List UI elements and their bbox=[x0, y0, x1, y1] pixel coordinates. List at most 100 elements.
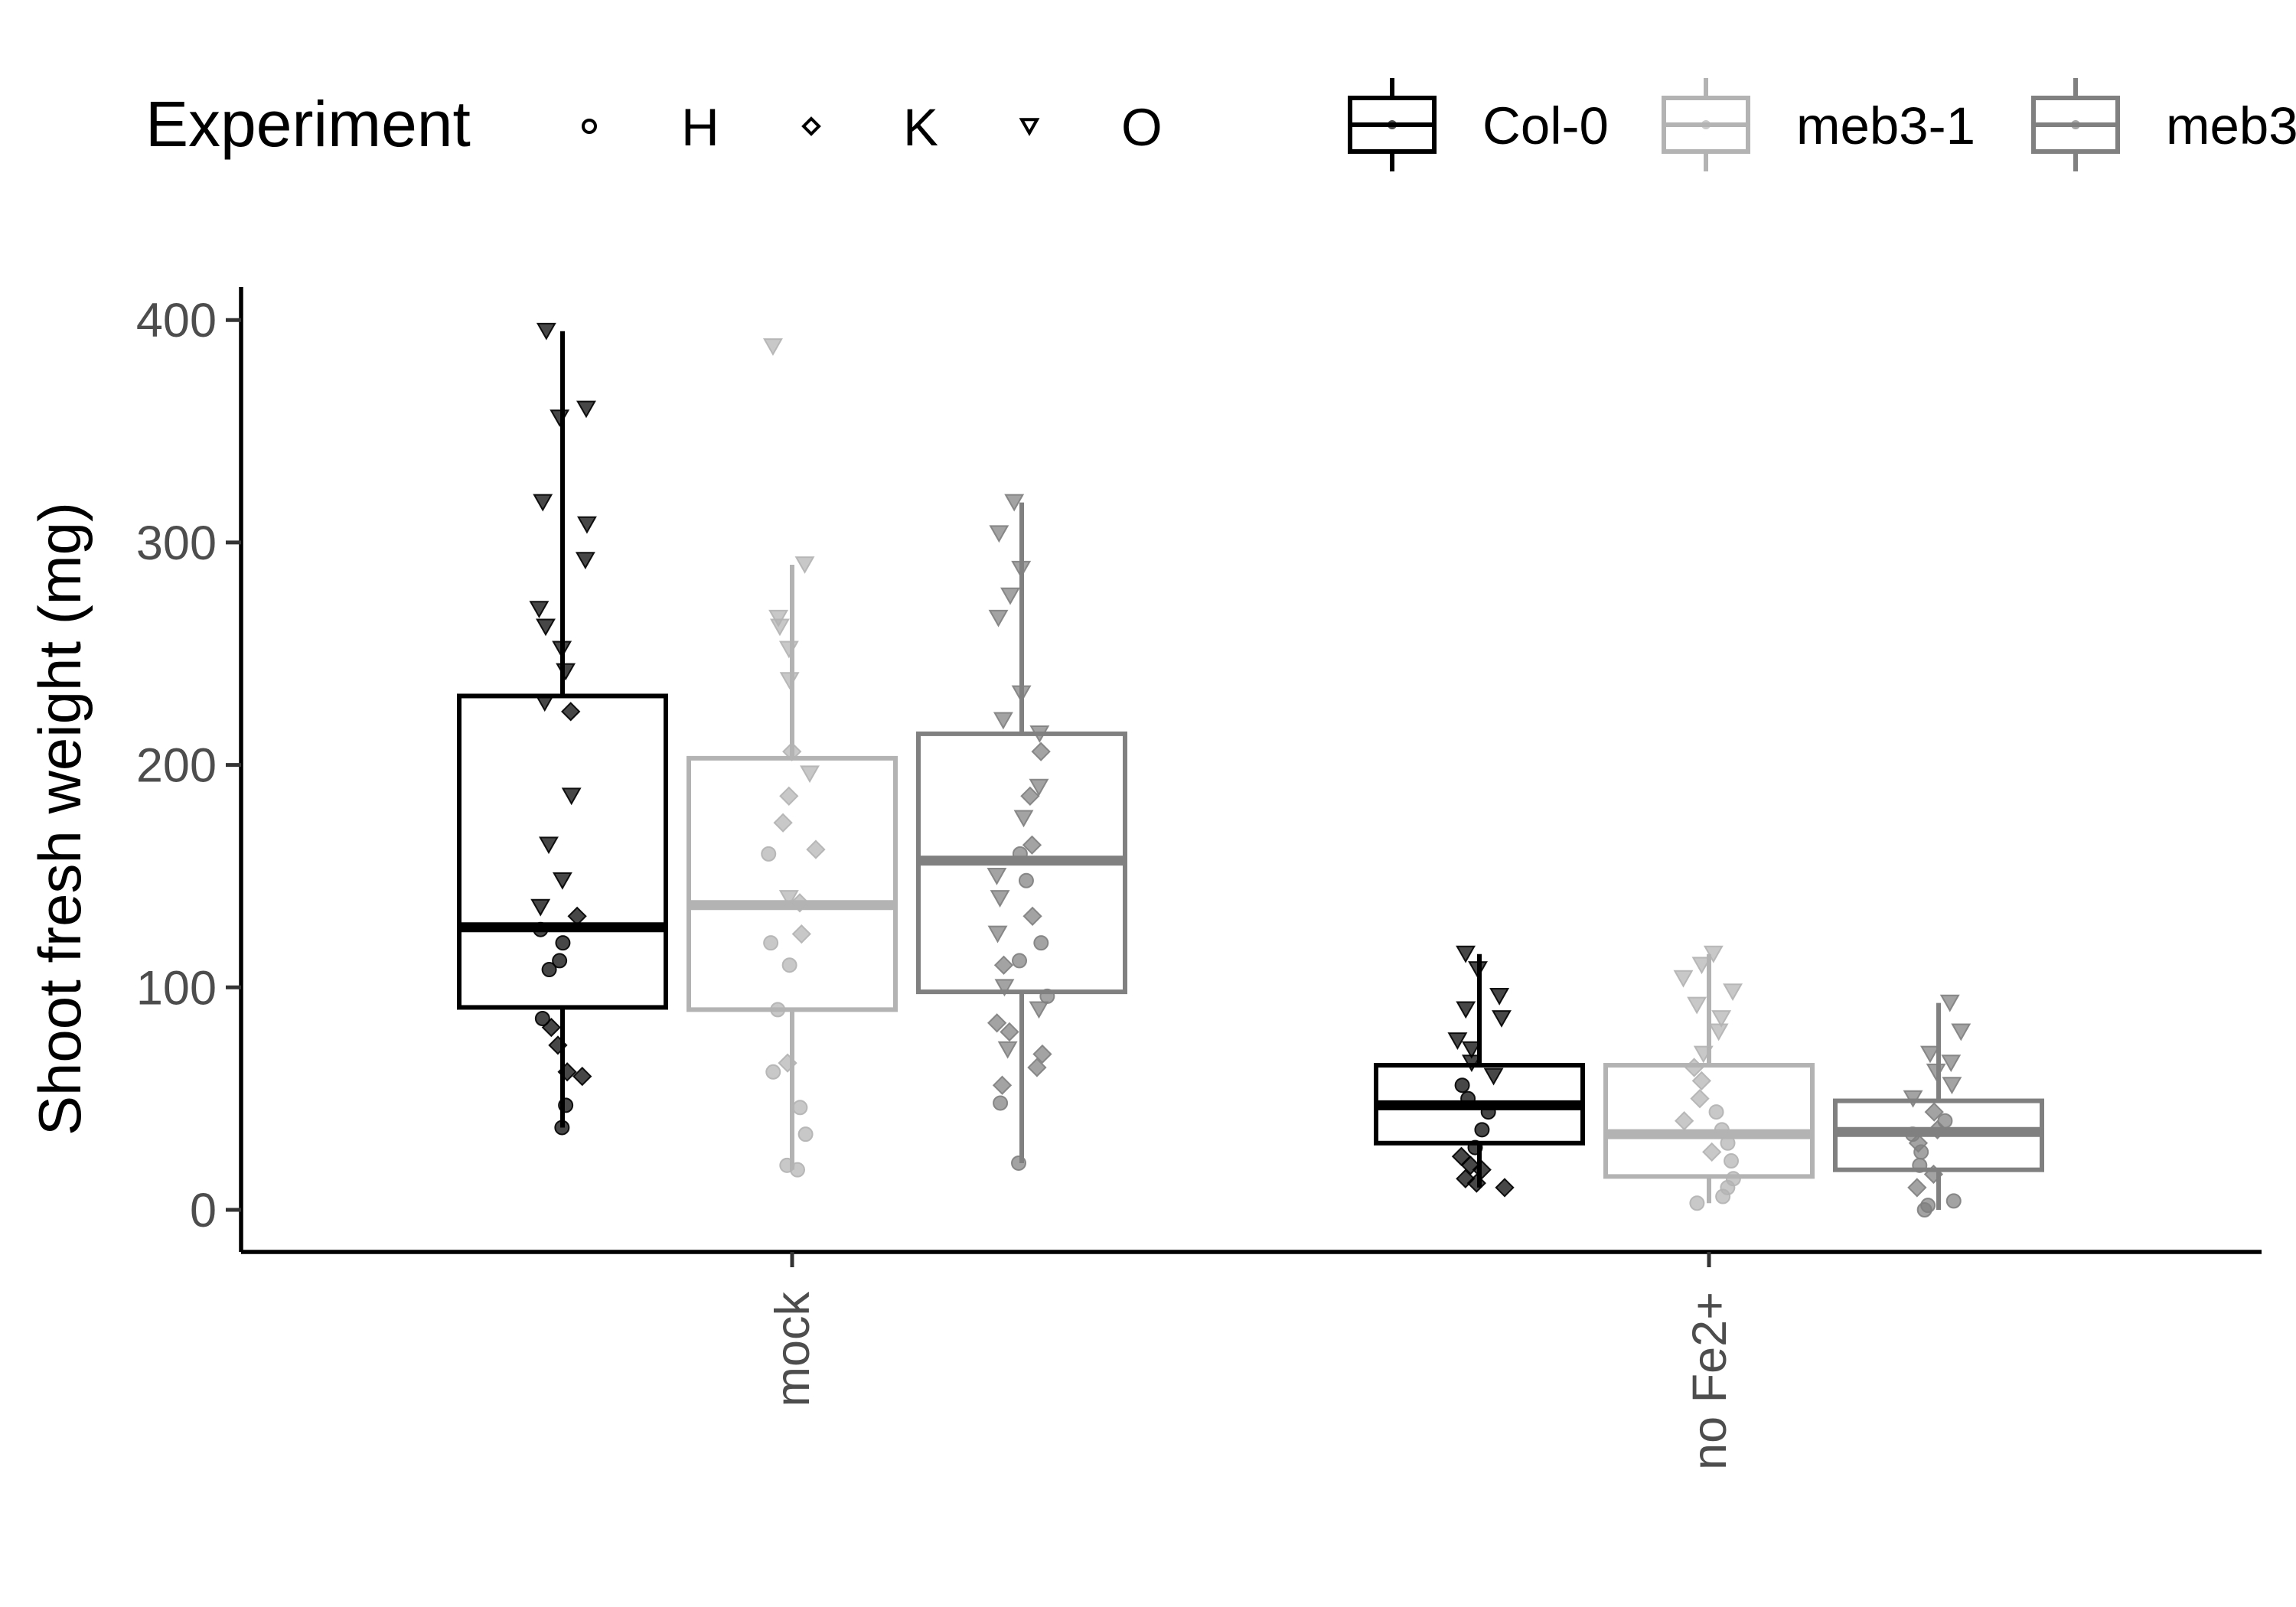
data-point bbox=[1723, 983, 1743, 1002]
data-point bbox=[552, 872, 572, 890]
data-point bbox=[779, 786, 799, 806]
data-point bbox=[765, 1064, 781, 1080]
data-point bbox=[1454, 1077, 1470, 1094]
data-point bbox=[1000, 1022, 1019, 1042]
data-point bbox=[1725, 1171, 1741, 1187]
data-point bbox=[552, 641, 572, 659]
legend-key-point bbox=[1701, 120, 1711, 129]
data-point bbox=[533, 494, 553, 512]
legend-key-circle bbox=[582, 119, 597, 134]
data-point bbox=[987, 1013, 1007, 1033]
data-point bbox=[555, 935, 571, 951]
data-point bbox=[768, 609, 789, 627]
data-point bbox=[806, 839, 826, 859]
data-point bbox=[779, 672, 800, 690]
points bbox=[529, 322, 1971, 1217]
data-point bbox=[1461, 1041, 1482, 1059]
boxes bbox=[457, 331, 2044, 1210]
data-point bbox=[1451, 1146, 1472, 1166]
data-point bbox=[1011, 560, 1032, 579]
data-point bbox=[1033, 935, 1049, 951]
data-point bbox=[1474, 1122, 1490, 1138]
data-point bbox=[1927, 1120, 1948, 1140]
data-point bbox=[541, 1017, 562, 1038]
data-point bbox=[988, 609, 1009, 627]
data-point bbox=[534, 694, 555, 712]
data-point bbox=[1689, 1195, 1705, 1211]
data-point bbox=[800, 765, 820, 784]
data-point bbox=[1012, 953, 1028, 969]
data-point bbox=[1029, 778, 1049, 797]
legend-label: meb3-1 bbox=[1796, 96, 1975, 155]
data-point bbox=[1908, 1133, 1929, 1153]
data-point bbox=[1495, 1178, 1515, 1198]
data-point bbox=[558, 1097, 574, 1113]
data-point bbox=[1029, 1001, 1049, 1019]
data-point bbox=[990, 890, 1010, 908]
data-point bbox=[567, 906, 587, 926]
data-point bbox=[550, 409, 570, 428]
data-point bbox=[1714, 1122, 1730, 1138]
data-point bbox=[533, 921, 549, 937]
data-point bbox=[561, 702, 581, 722]
data-point bbox=[1708, 1023, 1729, 1041]
data-point bbox=[1029, 725, 1050, 743]
data-point bbox=[1489, 988, 1510, 1006]
data-point bbox=[1674, 1111, 1694, 1131]
data-point bbox=[778, 890, 799, 908]
data-point bbox=[1456, 1001, 1476, 1019]
data-point bbox=[1920, 1198, 1936, 1214]
data-point bbox=[1031, 742, 1051, 761]
data-point bbox=[1456, 1169, 1476, 1188]
legend-key-box bbox=[1348, 78, 1437, 171]
data-point bbox=[1920, 1045, 1940, 1064]
data-point bbox=[1711, 1010, 1732, 1028]
data-point bbox=[1032, 1044, 1052, 1064]
data-point bbox=[1673, 970, 1694, 988]
data-point bbox=[1907, 1178, 1927, 1198]
data-point bbox=[992, 1075, 1013, 1095]
data-point bbox=[1941, 1054, 1962, 1073]
data-point bbox=[1460, 1090, 1476, 1107]
data-point bbox=[1011, 685, 1032, 703]
data-point bbox=[1690, 1088, 1710, 1109]
data-point bbox=[779, 1157, 795, 1173]
data-point bbox=[1703, 945, 1724, 963]
data-point bbox=[790, 893, 810, 913]
box-iqr bbox=[457, 693, 668, 1010]
data-point bbox=[1693, 1045, 1714, 1064]
x-tick-label: no Fe2+ bbox=[1683, 1292, 1737, 1470]
data-point bbox=[778, 1053, 797, 1073]
data-point bbox=[773, 813, 793, 833]
data-point bbox=[552, 953, 568, 969]
data-point bbox=[1000, 587, 1020, 605]
data-point bbox=[1492, 1010, 1512, 1028]
data-point bbox=[1013, 810, 1034, 828]
data-point bbox=[1702, 1142, 1722, 1162]
box bbox=[457, 331, 668, 1128]
legend-label: K bbox=[903, 98, 938, 157]
data-point bbox=[529, 601, 550, 619]
data-point bbox=[989, 525, 1009, 543]
data-point bbox=[763, 935, 779, 951]
y-tick-label: 300 bbox=[136, 517, 217, 570]
data-point bbox=[1447, 1032, 1468, 1050]
data-point bbox=[1684, 1058, 1704, 1077]
box bbox=[687, 564, 898, 1170]
data-point bbox=[539, 836, 559, 855]
x-axis: mock no Fe2+ bbox=[241, 1250, 2262, 1470]
y-axis: 0 100 200 300 400 bbox=[136, 287, 243, 1252]
data-point bbox=[994, 979, 1015, 997]
data-point bbox=[1942, 1077, 1962, 1095]
data-point bbox=[1945, 1193, 1962, 1209]
data-point bbox=[561, 787, 582, 806]
data-point bbox=[534, 1010, 550, 1026]
legend-key-box bbox=[2031, 78, 2120, 171]
data-point bbox=[797, 1126, 814, 1143]
data-point bbox=[1483, 1068, 1504, 1086]
data-point bbox=[993, 712, 1013, 730]
legend-label: meb3 bbox=[2166, 96, 2296, 155]
data-point bbox=[778, 641, 799, 659]
